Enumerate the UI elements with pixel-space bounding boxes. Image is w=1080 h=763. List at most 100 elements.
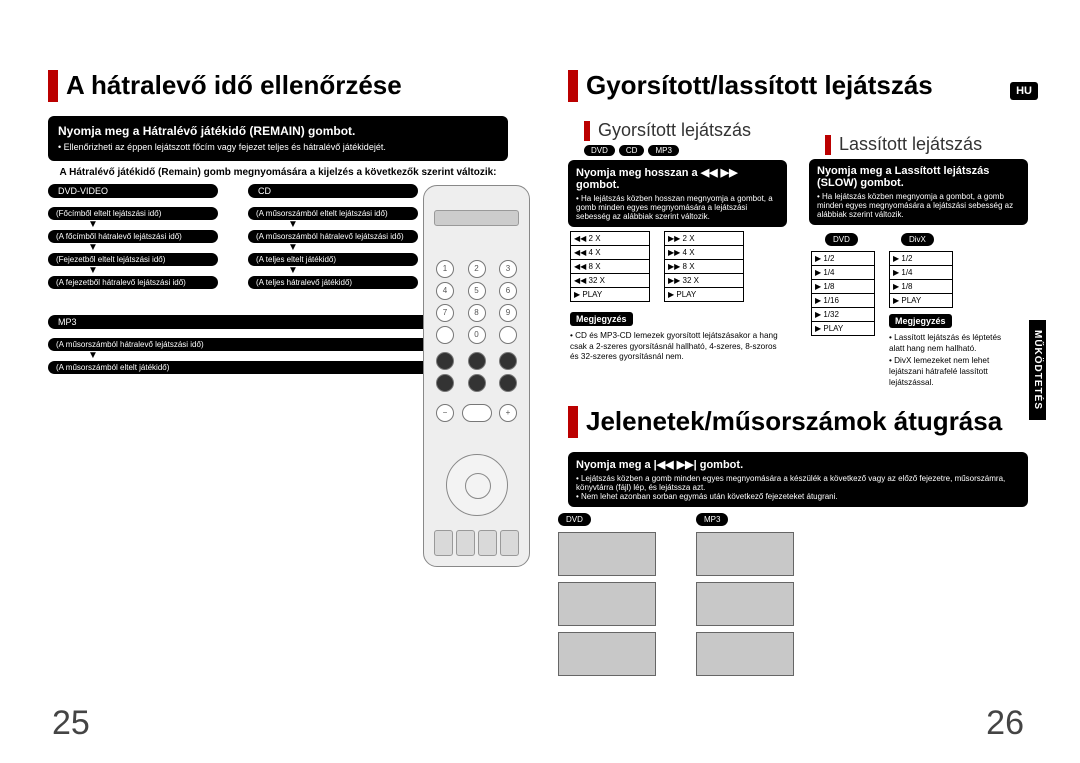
skip-dvd-col: DVD bbox=[558, 513, 656, 676]
speed-row: ▶ 1/32 bbox=[812, 307, 874, 321]
fast-column: Gyorsított lejátszás DVD CD MP3 Nyomja m… bbox=[560, 116, 795, 394]
fast-back-table: ◀◀ 2 X ◀◀ 4 X ◀◀ 8 X ◀◀ 32 X ▶ PLAY bbox=[570, 231, 650, 302]
title-text: Gyorsított/lassított lejátszás bbox=[586, 70, 933, 102]
remote-control-illustration: 123 456 789 0 −+ bbox=[423, 185, 530, 567]
thumbnail-placeholder bbox=[696, 582, 794, 626]
thumbnail-placeholder bbox=[696, 632, 794, 676]
page-26: HU MŰKÖDTETÉS Gyorsított/lassított leját… bbox=[548, 20, 1048, 743]
slow-divx-wrap: DivX ▶ 1/2 ▶ 1/4 ▶ 1/8 ▶ PLAY Megjegyzés… bbox=[889, 229, 1026, 390]
remote-row-7: −+ bbox=[436, 404, 517, 422]
slow-dvd-table: ▶ 1/2 ▶ 1/4 ▶ 1/8 ▶ 1/16 ▶ 1/32 ▶ PLAY bbox=[811, 251, 875, 336]
thumbnail-placeholder bbox=[558, 532, 656, 576]
note-label: Megjegyzés bbox=[570, 312, 633, 326]
slow-instruction: Nyomja meg a Lassított lejátszás (SLOW) … bbox=[809, 159, 1028, 225]
cd-pill-4: (A teljes hátralevő játékidő) bbox=[248, 276, 418, 289]
speed-row: ◀◀ 2 X bbox=[571, 232, 649, 245]
slow-footnote-1: • Lassított lejátszás és léptetés alatt … bbox=[889, 333, 1016, 354]
cd-column: CD (A műsorszámból eltelt lejátszási idő… bbox=[248, 184, 418, 289]
slow-divx-table: ▶ 1/2 ▶ 1/4 ▶ 1/8 ▶ PLAY bbox=[889, 251, 953, 308]
instruction-box-remain: Nyomja meg a Hátralévő játékidő (REMAIN)… bbox=[48, 116, 508, 161]
remote-row-5 bbox=[436, 352, 517, 370]
fast-footnote: • CD és MP3-CD lemezek gyorsított lejáts… bbox=[570, 331, 785, 363]
title-text: Jelenetek/műsorszámok átugrása bbox=[586, 406, 1002, 438]
thumbnail-placeholder bbox=[558, 582, 656, 626]
arrow-down-icon: ▼ bbox=[288, 269, 418, 273]
accent-bar bbox=[568, 70, 578, 102]
instruction-note: • Ha lejátszás közben megnyomja a gombot… bbox=[817, 192, 1020, 219]
instruction-text: Nyomja meg a Hátralévő játékidő (REMAIN)… bbox=[58, 124, 498, 138]
speed-row: ▶▶ 2 X bbox=[665, 232, 743, 245]
slow-footnote-2: • DivX lemezeket nem lehet lejátszani há… bbox=[889, 356, 1016, 388]
speed-row: ▶ 1/16 bbox=[812, 293, 874, 307]
cd-pill-1: (A műsorszámból eltelt lejátszási idő) bbox=[248, 207, 418, 220]
speed-row: ▶▶ 4 X bbox=[665, 245, 743, 259]
speed-row: ▶ 1/2 bbox=[890, 252, 952, 265]
remote-row-6 bbox=[436, 374, 517, 392]
fmt-pill-dvd: DVD bbox=[584, 145, 615, 156]
instruction-text: Nyomja meg a |◀◀ ▶▶| gombot. bbox=[576, 458, 1020, 471]
remote-display bbox=[434, 210, 519, 226]
slow-heading: Lassított lejátszás bbox=[825, 134, 1036, 155]
fast-format-pills: DVD CD MP3 bbox=[584, 145, 795, 156]
dvd-column: DVD-VIDEO (Főcímből eltelt lejátszási id… bbox=[48, 184, 218, 289]
arrow-down-icon: ▼ bbox=[288, 246, 418, 250]
page-number-right: 26 bbox=[986, 704, 1024, 743]
page-number-left: 25 bbox=[52, 704, 90, 743]
remote-dpad bbox=[446, 454, 508, 516]
arrow-down-icon: ▼ bbox=[88, 223, 218, 227]
skip-note-2: • Nem lehet azonban sorban egymás után k… bbox=[576, 492, 1020, 501]
remote-bottom-row bbox=[434, 530, 519, 556]
speed-row: ◀◀ 32 X bbox=[571, 273, 649, 287]
remote-row-4: 0 bbox=[436, 326, 517, 344]
instruction-note: • Ha lejátszás közben hosszan megnyomja … bbox=[576, 194, 779, 221]
heading-text: Gyorsított lejátszás bbox=[598, 120, 751, 141]
section-title-speed: Gyorsított/lassított lejátszás bbox=[568, 70, 1048, 102]
arrow-down-icon: ▼ bbox=[88, 246, 218, 250]
fmt-pill-cd: CD bbox=[619, 145, 645, 156]
language-badge: HU bbox=[1010, 82, 1038, 100]
fast-fwd-table: ▶▶ 2 X ▶▶ 4 X ▶▶ 8 X ▶▶ 32 X ▶ PLAY bbox=[664, 231, 744, 302]
slow-column: Lassított lejátszás Nyomja meg a Lassíto… bbox=[801, 116, 1036, 394]
heading-text: Lassított lejátszás bbox=[839, 134, 982, 155]
thumbnail-placeholder bbox=[696, 532, 794, 576]
title-text: A hátralevő idő ellenőrzése bbox=[66, 70, 402, 102]
dvd-label: DVD-VIDEO bbox=[48, 184, 218, 198]
instruction-text: Nyomja meg a Lassított lejátszás (SLOW) … bbox=[817, 165, 1020, 189]
accent-bar bbox=[584, 121, 590, 141]
cd-pill-3: (A teljes eltelt játékidő) bbox=[248, 253, 418, 266]
center-caption: A Hátralévő játékidő (Remain) gomb megny… bbox=[48, 167, 508, 178]
note-label: Megjegyzés bbox=[889, 314, 952, 328]
section-tab: MŰKÖDTETÉS bbox=[1029, 320, 1046, 420]
speed-row: ◀◀ 4 X bbox=[571, 245, 649, 259]
speed-row: ▶ PLAY bbox=[665, 287, 743, 301]
skip-mp3-label: MP3 bbox=[696, 513, 728, 526]
instruction-note: • Ellenőrizheti az éppen lejátszott főcí… bbox=[58, 142, 498, 153]
skip-note-1: • Lejátszás közben a gomb minden egyes m… bbox=[576, 474, 1020, 492]
arrow-down-icon: ▼ bbox=[288, 223, 418, 227]
remote-row-3: 789 bbox=[436, 304, 517, 322]
fast-speed-tables: ◀◀ 2 X ◀◀ 4 X ◀◀ 8 X ◀◀ 32 X ▶ PLAY ▶▶ 2… bbox=[570, 231, 785, 302]
skip-dvd-label: DVD bbox=[558, 513, 591, 526]
slow-speed-tables: DVD ▶ 1/2 ▶ 1/4 ▶ 1/8 ▶ 1/16 ▶ 1/32 ▶ PL… bbox=[811, 229, 1026, 390]
dvd-pill-4: (A fejezetből hátralevő lejátszási idő) bbox=[48, 276, 218, 289]
skip-mp3-col: MP3 bbox=[696, 513, 794, 676]
slow-divx-label: DivX bbox=[901, 233, 934, 246]
manual-spread: A hátralevő idő ellenőrzése Nyomja meg a… bbox=[0, 0, 1080, 763]
skip-thumbnails: DVD MP3 bbox=[558, 513, 1038, 676]
fast-instruction: Nyomja meg hosszan a ◀◀ ▶▶ gombot. • Ha … bbox=[568, 160, 787, 227]
speed-row: ▶▶ 32 X bbox=[665, 273, 743, 287]
fast-heading: Gyorsított lejátszás bbox=[584, 120, 795, 141]
remote-row-2: 456 bbox=[436, 282, 517, 300]
remote-row-1: 123 bbox=[436, 260, 517, 278]
speed-row: ▶ 1/8 bbox=[890, 279, 952, 293]
accent-bar bbox=[568, 406, 578, 438]
speed-row: ▶ PLAY bbox=[890, 293, 952, 307]
slow-dvd-label: DVD bbox=[825, 233, 858, 246]
speed-row: ▶ PLAY bbox=[571, 287, 649, 301]
speed-row: ▶▶ 8 X bbox=[665, 259, 743, 273]
speed-columns: Gyorsított lejátszás DVD CD MP3 Nyomja m… bbox=[560, 116, 1036, 394]
instruction-text: Nyomja meg hosszan a ◀◀ ▶▶ gombot. bbox=[576, 166, 779, 191]
speed-row: ▶ 1/4 bbox=[890, 265, 952, 279]
speed-row: ◀◀ 8 X bbox=[571, 259, 649, 273]
slow-dvd-wrap: DVD ▶ 1/2 ▶ 1/4 ▶ 1/8 ▶ 1/16 ▶ 1/32 ▶ PL… bbox=[811, 229, 875, 390]
